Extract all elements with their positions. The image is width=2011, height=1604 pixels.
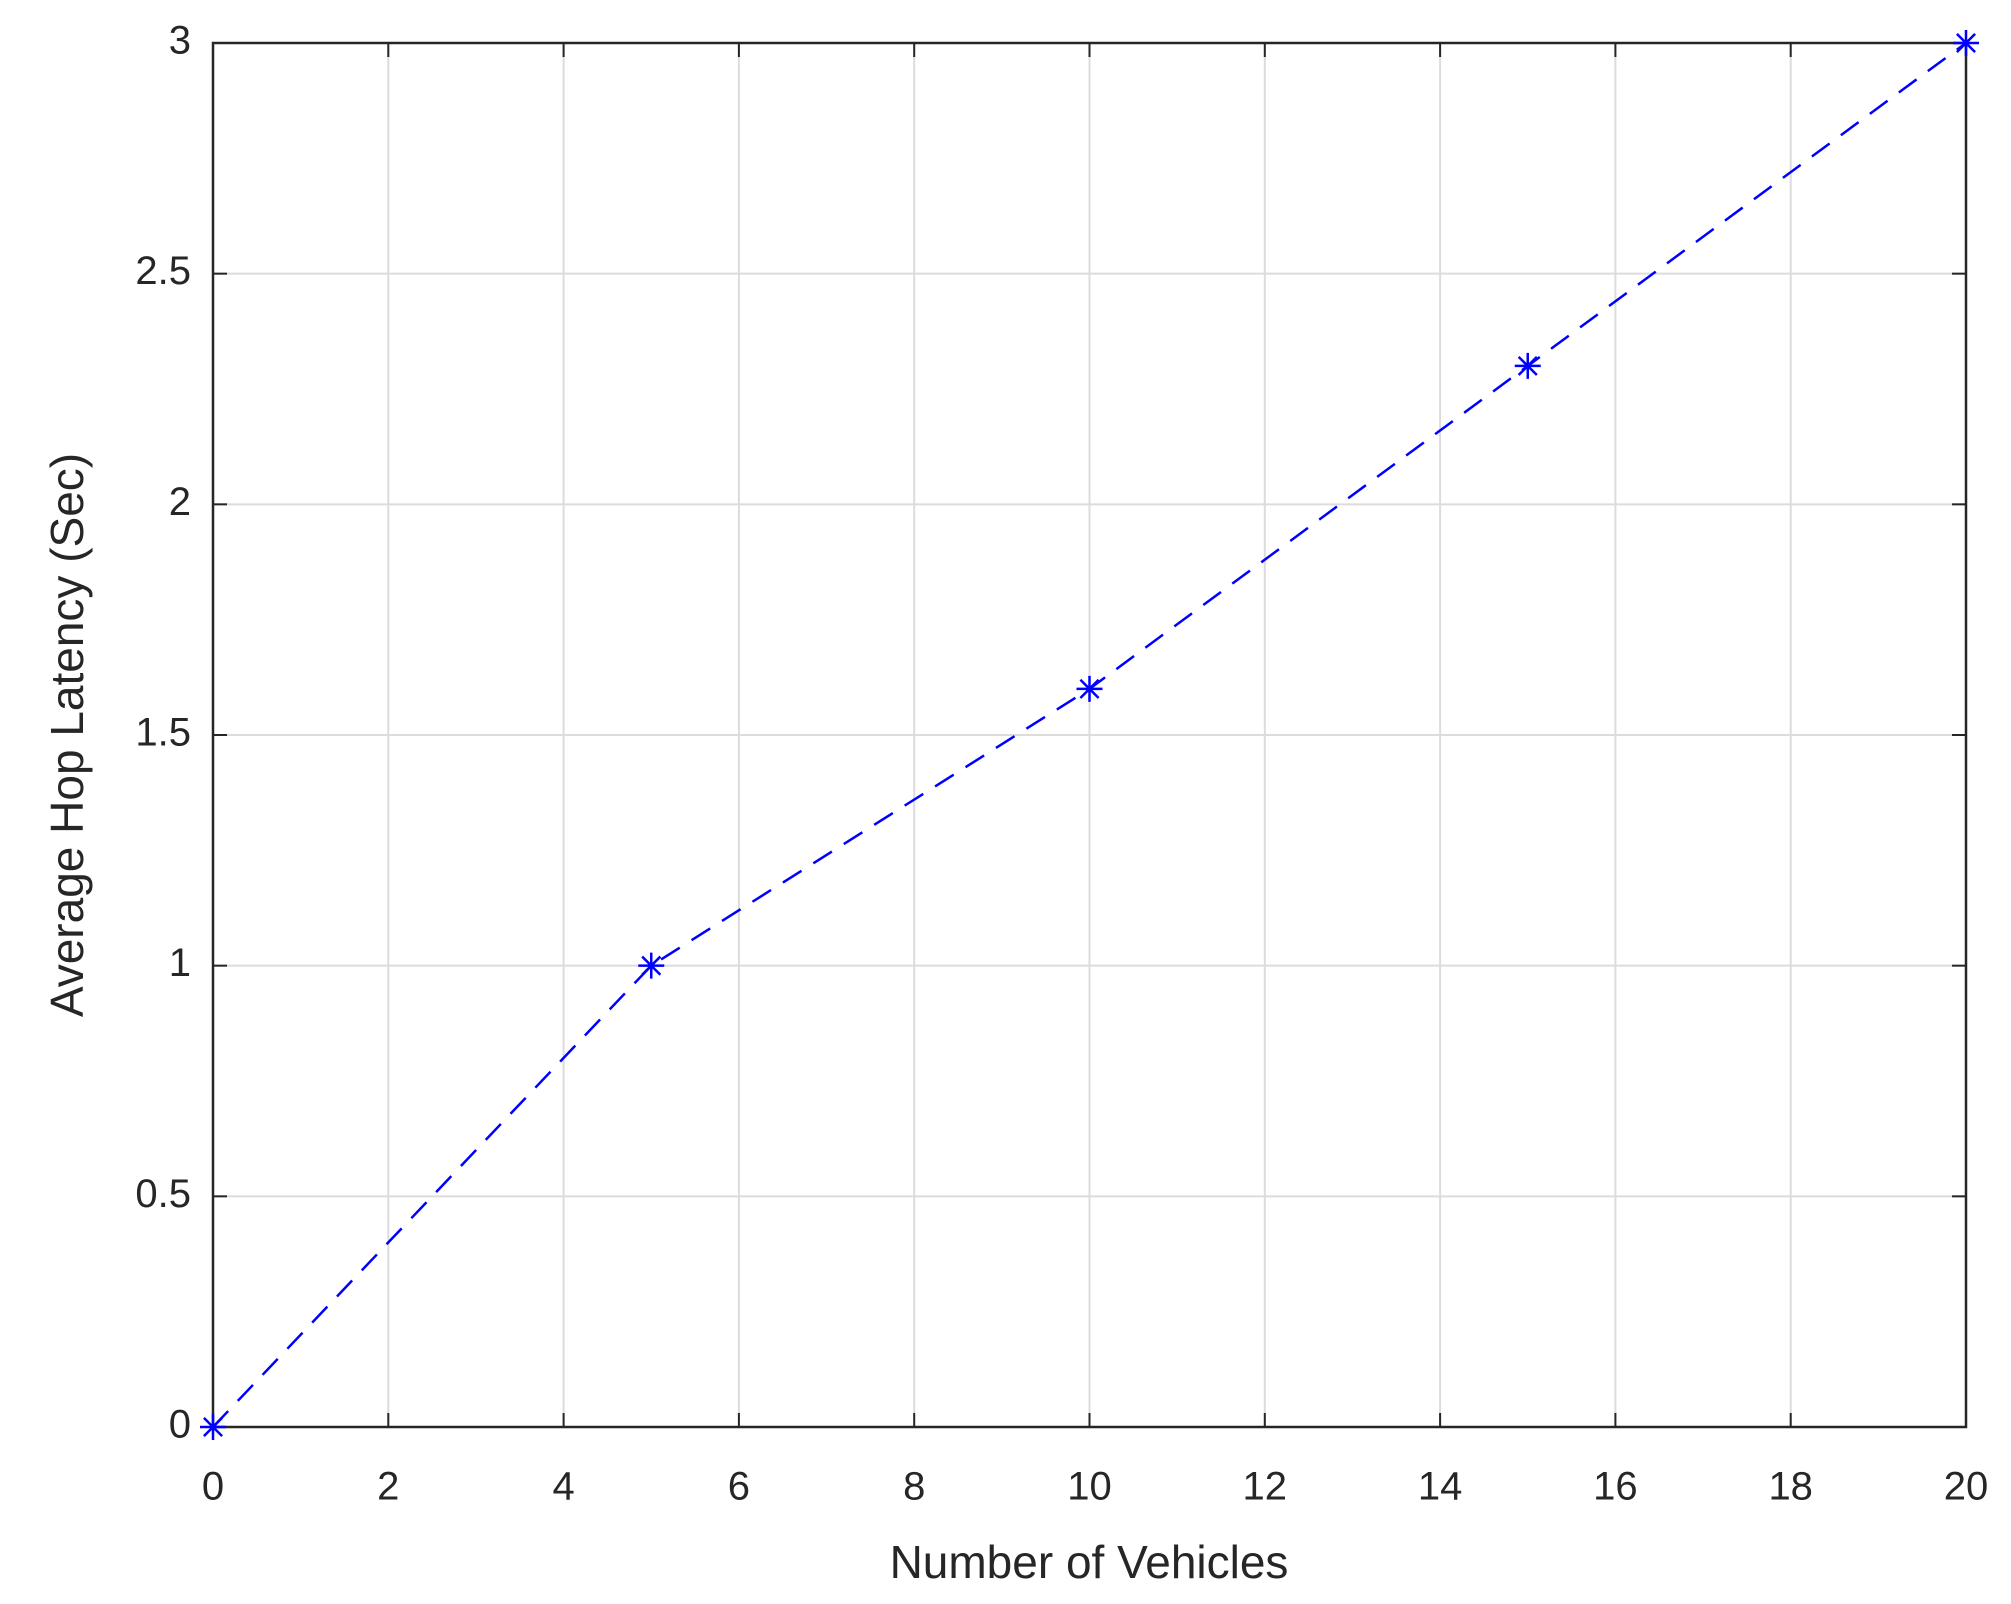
x-tick-label: 16 [1593,1465,1638,1509]
x-tick-label: 18 [1768,1465,1813,1509]
x-tick-label: 2 [377,1465,399,1509]
marker [1076,675,1103,702]
x-tick-label: 8 [903,1465,925,1509]
y-tick-label: 2 [169,480,191,524]
x-tick-label: 12 [1243,1465,1288,1509]
y-tick-label: 2.5 [135,249,191,293]
y-tick-label: 0 [169,1403,191,1447]
y-axis-label: Average Hop Latency (Sec) [41,453,93,1017]
x-tick-label: 0 [202,1465,224,1509]
y-tick-label: 0.5 [135,1172,191,1216]
x-tick-label: 6 [728,1465,750,1509]
marker [638,952,665,979]
x-axis-label: Number of Vehicles [890,1536,1289,1588]
y-tick-label: 3 [169,19,191,63]
marker [200,1414,226,1440]
x-tick-label: 20 [1944,1465,1989,1509]
y-tick-label: 1.5 [135,711,191,755]
x-tick-label: 4 [552,1465,574,1509]
y-tick-label: 1 [169,941,191,985]
marker [1953,30,1979,56]
marker [1514,352,1541,379]
x-tick-label: 14 [1418,1465,1463,1509]
x-tick-label: 10 [1067,1465,1112,1509]
